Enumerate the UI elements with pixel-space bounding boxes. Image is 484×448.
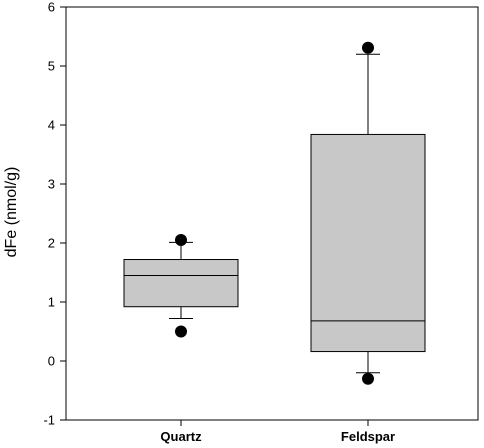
outlier-point-quartz (175, 234, 187, 247)
plot-frame (65, 6, 479, 421)
y-tick-label: 1 (48, 295, 55, 310)
outlier-point-feldspar (362, 372, 374, 385)
outlier-point-quartz (175, 325, 187, 338)
y-tick-label: -1 (43, 413, 55, 428)
outlier-point-feldspar (362, 41, 374, 54)
y-tick-label: 5 (48, 59, 55, 74)
y-tick-label: 4 (48, 118, 55, 133)
y-tick-label: 0 (48, 354, 55, 369)
y-axis-title: dFe (nmol/g) (3, 167, 20, 258)
y-tick-label: 3 (48, 177, 55, 192)
x-tick-label-feldspar: Feldspar (341, 429, 395, 444)
box-feldspar (310, 133, 426, 353)
box-quartz (123, 259, 239, 308)
y-tick-label: 6 (48, 0, 55, 15)
x-tick-label-quartz: Quartz (160, 429, 202, 444)
y-tick-label: 2 (48, 236, 55, 251)
